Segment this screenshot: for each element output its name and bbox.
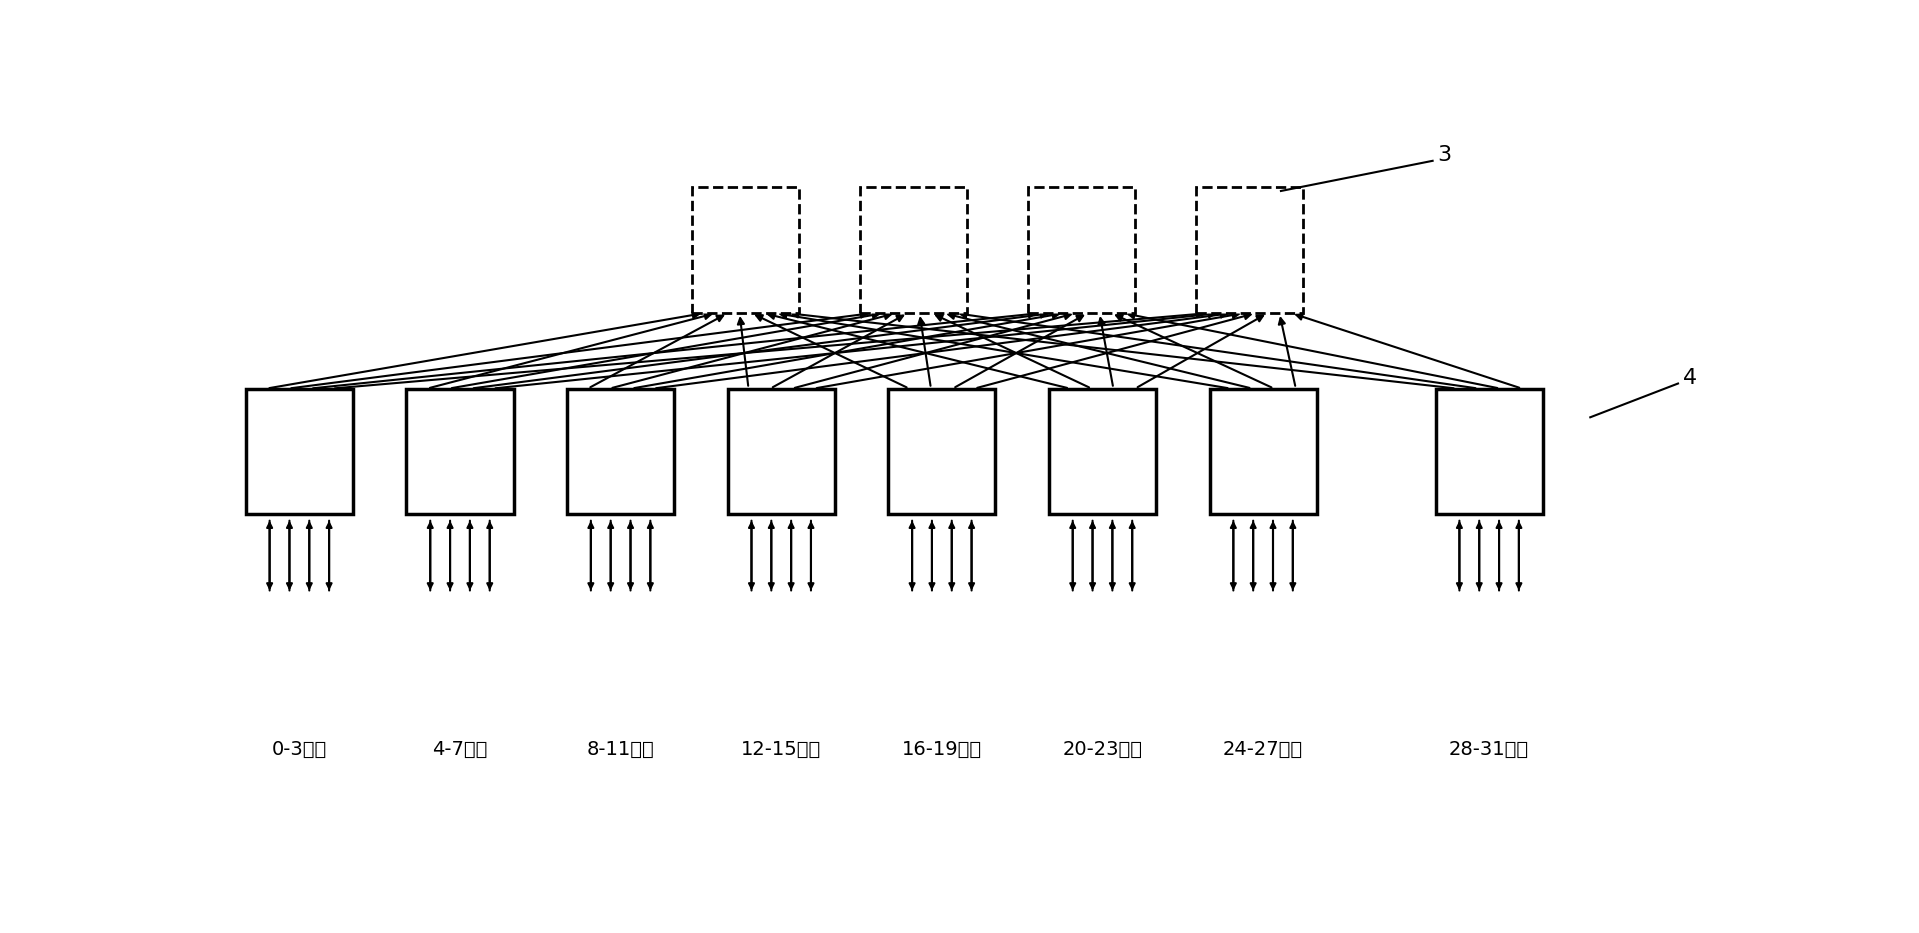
Bar [888,388,996,514]
Text: 0-3端口: 0-3端口 [272,740,326,759]
Text: 12-15端口: 12-15端口 [741,740,821,759]
Bar [860,188,967,313]
Bar [1196,188,1303,313]
Bar [246,388,353,514]
Text: 4-7端口: 4-7端口 [432,740,487,759]
Text: 16-19端口: 16-19端口 [902,740,983,759]
Bar [1050,388,1155,514]
Text: 20-23端口: 20-23端口 [1063,740,1142,759]
Bar [1029,188,1136,313]
Text: 3: 3 [1437,145,1451,165]
Text: 4: 4 [1683,368,1696,388]
Bar [1435,388,1543,514]
Bar [407,388,514,514]
Bar [1209,388,1316,514]
Text: 8-11端口: 8-11端口 [587,740,654,759]
Bar [693,188,798,313]
Text: 28-31端口: 28-31端口 [1449,740,1529,759]
Bar [568,388,674,514]
Bar [727,388,835,514]
Text: 24-27端口: 24-27端口 [1222,740,1303,759]
